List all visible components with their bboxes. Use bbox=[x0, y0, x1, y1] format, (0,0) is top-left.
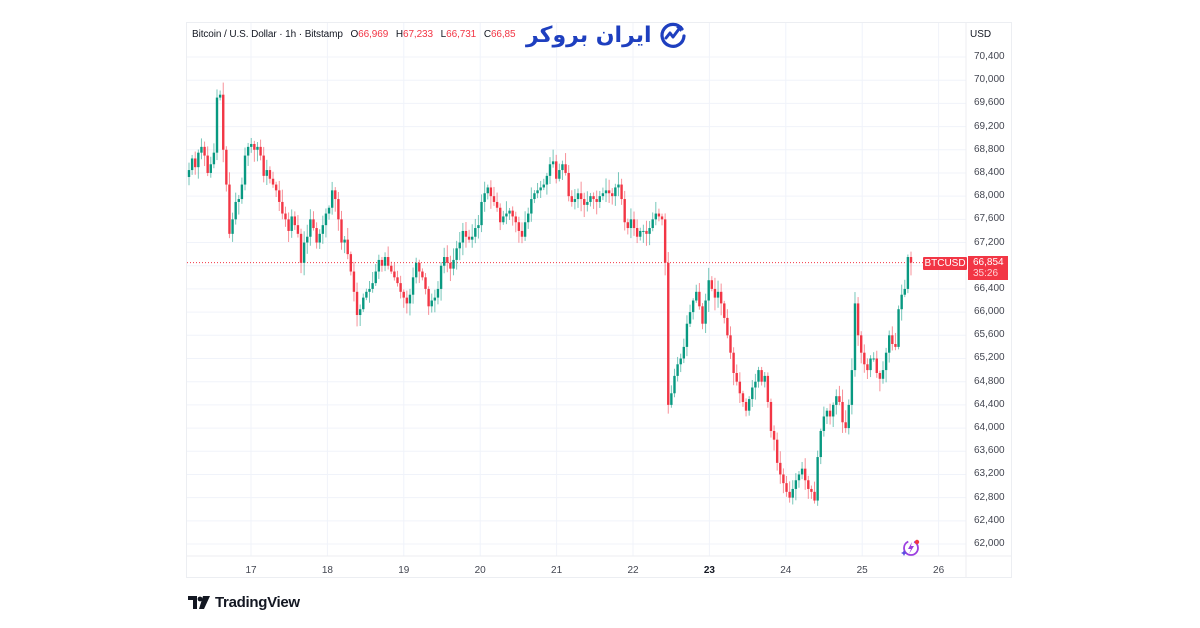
date-tick-label: 21 bbox=[551, 565, 563, 576]
price-tick-label: 66,000 bbox=[974, 306, 1005, 318]
price-tick-label: 68,800 bbox=[974, 143, 1005, 155]
close-value: 66,85 bbox=[490, 29, 516, 40]
date-tick-label: 26 bbox=[933, 565, 945, 576]
price-tick-label: 66,400 bbox=[974, 282, 1005, 294]
price-tick-label: 62,000 bbox=[974, 538, 1005, 550]
tradingview-wordmark: TradingView bbox=[215, 594, 300, 611]
price-tick-label: 70,000 bbox=[974, 74, 1005, 86]
last-price-badge: 66,854 35:26 bbox=[968, 256, 1008, 280]
price-tick-label: 62,800 bbox=[974, 491, 1005, 503]
price-tick-label: 65,600 bbox=[974, 329, 1005, 341]
date-tick-label: 22 bbox=[627, 565, 639, 576]
low-value: 66,731 bbox=[446, 29, 477, 40]
date-tick-label: 25 bbox=[856, 565, 868, 576]
date-tick-label: 19 bbox=[398, 565, 410, 576]
price-tick-label: 69,200 bbox=[974, 120, 1005, 132]
symbol-badge: BTCUSD bbox=[923, 257, 967, 270]
price-tick-label: 64,000 bbox=[974, 422, 1005, 434]
spark-lightning-icon[interactable] bbox=[900, 538, 922, 558]
price-tick-label: 67,200 bbox=[974, 236, 1005, 248]
price-tick-label: 64,800 bbox=[974, 375, 1005, 387]
chart-trend-icon bbox=[660, 22, 686, 48]
grid-lines bbox=[187, 23, 1011, 577]
date-tick-label: 23 bbox=[703, 565, 715, 576]
date-tick-label: 24 bbox=[780, 565, 792, 576]
price-tick-label: 64,400 bbox=[974, 398, 1005, 410]
high-value: 67,233 bbox=[402, 29, 433, 40]
price-tick-label: 69,600 bbox=[974, 97, 1005, 109]
candles bbox=[187, 82, 913, 506]
open-value: 66,969 bbox=[358, 29, 389, 40]
symbol-name: Bitcoin / U.S. Dollar · 1h · Bitstamp bbox=[192, 29, 343, 40]
price-tick-label: 68,000 bbox=[974, 190, 1005, 202]
price-tick-label: 63,600 bbox=[974, 445, 1005, 457]
last-price-value: 66,854 bbox=[973, 257, 1004, 268]
currency-label[interactable]: USD bbox=[970, 29, 992, 40]
price-tick-label: 67,600 bbox=[974, 213, 1005, 225]
price-tick-label: 68,400 bbox=[974, 166, 1005, 178]
symbol-legend: Bitcoin / U.S. Dollar · 1h · Bitstamp O6… bbox=[192, 29, 516, 40]
tradingview-icon bbox=[188, 596, 210, 609]
tradingview-logo[interactable]: TradingView bbox=[188, 594, 300, 611]
date-tick-label: 17 bbox=[245, 565, 257, 576]
date-tick-label: 20 bbox=[474, 565, 486, 576]
price-tick-label: 70,400 bbox=[974, 51, 1005, 62]
brand-logo: ایران بروکر bbox=[526, 18, 688, 52]
bar-countdown: 35:26 bbox=[973, 268, 999, 279]
brand-name: ایران بروکر bbox=[526, 22, 652, 48]
chart-frame[interactable] bbox=[186, 22, 1012, 578]
price-tick-label: 62,400 bbox=[974, 514, 1005, 526]
price-tick-label: 65,200 bbox=[974, 352, 1005, 364]
price-tick-label: 63,200 bbox=[974, 468, 1005, 480]
date-tick-label: 18 bbox=[321, 565, 333, 576]
